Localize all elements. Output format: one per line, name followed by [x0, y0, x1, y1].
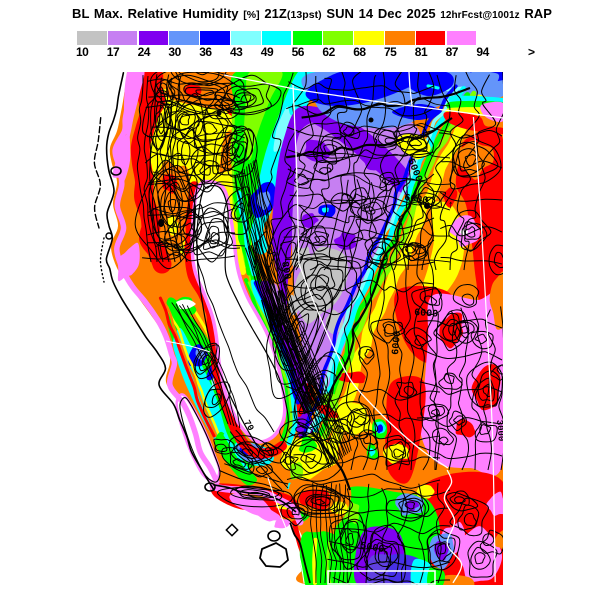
svg-text:↑: ↑ [382, 545, 388, 557]
svg-text:800: 800 [278, 261, 292, 281]
svg-text:70: 70 [241, 419, 255, 433]
svg-text:6000: 6000 [414, 308, 439, 321]
svg-text:6000: 6000 [403, 193, 428, 207]
svg-text:6000: 6000 [391, 330, 404, 355]
svg-text:↑: ↑ [448, 199, 454, 211]
svg-text:5000: 5000 [359, 541, 385, 556]
svg-text:3000: 3000 [494, 419, 506, 441]
